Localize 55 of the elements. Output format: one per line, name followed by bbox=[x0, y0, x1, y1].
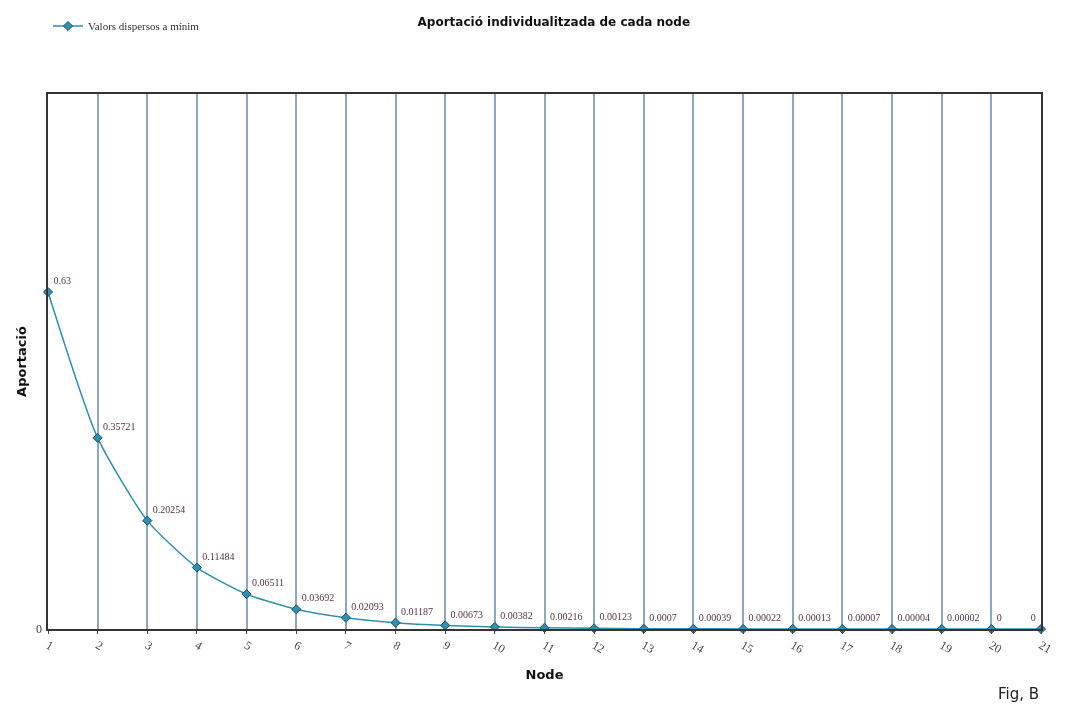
x-tick-label: 15 bbox=[738, 638, 756, 657]
point bbox=[191, 562, 202, 573]
legend-label: Valors dispersos a mínim bbox=[88, 20, 200, 33]
data-label: 0 bbox=[996, 612, 1002, 624]
point bbox=[390, 617, 401, 628]
data-label: 0.01187 bbox=[400, 605, 434, 617]
text: 0 bbox=[36, 622, 42, 636]
point bbox=[241, 589, 252, 600]
x-tick-label: 9 bbox=[440, 638, 453, 654]
x-axis-title: Node bbox=[525, 667, 564, 682]
x-tick-label: 3 bbox=[142, 638, 155, 654]
data-label: 0.00039 bbox=[698, 611, 732, 623]
x-tick-label: 4 bbox=[192, 638, 205, 654]
x-tick-label: 6 bbox=[291, 638, 304, 654]
point bbox=[92, 432, 103, 443]
data-label: 0.00216 bbox=[549, 610, 583, 622]
data-label: 0.00022 bbox=[748, 612, 781, 624]
data-label: 0.20254 bbox=[152, 503, 186, 515]
data-label: 0.00123 bbox=[599, 611, 633, 623]
point bbox=[142, 515, 153, 526]
data-label: 0.0007 bbox=[649, 611, 677, 623]
x-tick-label: 12 bbox=[589, 638, 608, 657]
x-tick-label: 5 bbox=[242, 638, 255, 654]
x-tick-label: 13 bbox=[639, 638, 657, 657]
x-tick-label: 2 bbox=[93, 638, 106, 654]
data-label: 0.63 bbox=[53, 275, 71, 287]
data-label: 0.35721 bbox=[103, 421, 136, 433]
x-tick-label: 18 bbox=[887, 638, 905, 657]
data-label: 0.06511 bbox=[251, 577, 285, 589]
text: Fig, B bbox=[998, 685, 1040, 703]
x-tick-label: 17 bbox=[837, 638, 856, 657]
x-tick-label: 21 bbox=[1036, 638, 1054, 657]
x-tick-label: 14 bbox=[688, 638, 707, 657]
data-label: 0 bbox=[1030, 612, 1036, 624]
y-axis-title: Aportació bbox=[14, 326, 30, 397]
x-tick-label: 1 bbox=[43, 638, 56, 654]
x-tick-label: 16 bbox=[788, 638, 806, 657]
x-tick-label: 10 bbox=[490, 638, 508, 657]
x-tick-label: 11 bbox=[540, 638, 558, 656]
point bbox=[291, 604, 302, 615]
data-label: 0.11484 bbox=[202, 550, 235, 562]
data-label: 0.00382 bbox=[500, 610, 533, 622]
data-label: 0.00007 bbox=[847, 612, 881, 624]
data-label: 0.00004 bbox=[897, 612, 930, 624]
data-label: 0.00013 bbox=[798, 612, 831, 624]
data-label: 0.00673 bbox=[450, 608, 484, 620]
x-tick-label: 8 bbox=[391, 638, 404, 654]
data-label: 0.03692 bbox=[301, 592, 335, 604]
x-tick-label: 7 bbox=[341, 638, 354, 654]
data-label: 0.00002 bbox=[947, 612, 980, 624]
x-tick-label: 19 bbox=[937, 638, 955, 657]
x-tick-label: 20 bbox=[986, 638, 1005, 657]
data-label: 0.02093 bbox=[351, 600, 384, 612]
chart-title: Aportació individualitzada de cada node bbox=[417, 15, 691, 30]
point bbox=[340, 612, 351, 623]
